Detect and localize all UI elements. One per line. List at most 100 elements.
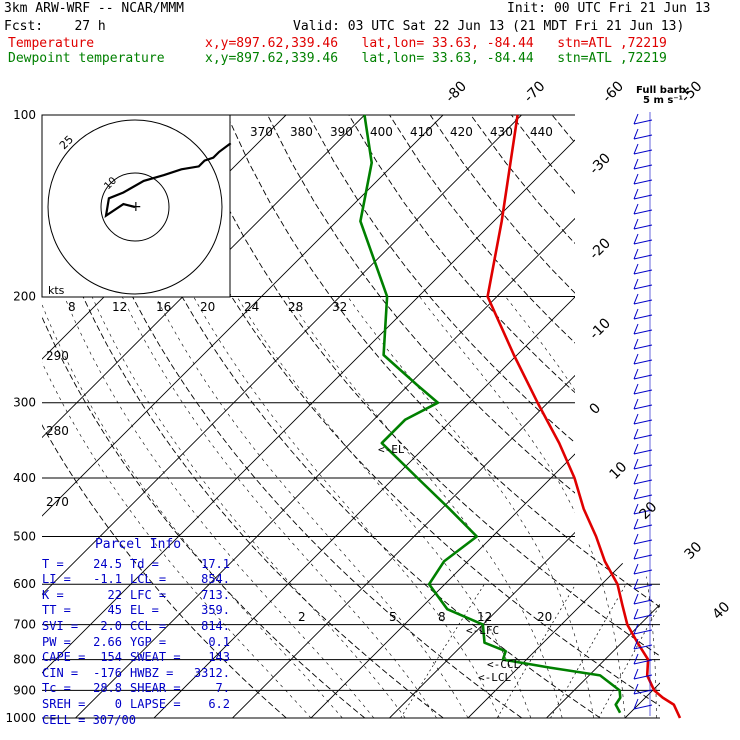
speed-tick-label: 24 xyxy=(244,300,259,314)
moist-adiabat-line xyxy=(121,296,437,718)
pressure-tick-label: 500 xyxy=(13,529,36,543)
theta-label: 370 xyxy=(250,125,273,139)
ccl-marker: <-CCL xyxy=(487,658,520,671)
parcel-left-value: 0 xyxy=(114,696,122,711)
speed-tick-label: 16 xyxy=(156,300,171,314)
parcel-right-value: 7. xyxy=(215,681,230,696)
pressure-tick-label: 900 xyxy=(13,683,36,697)
temperature-legend: Temperature xyxy=(8,36,95,51)
parcel-left-value: 28.8 xyxy=(93,681,122,696)
dry-adiabat-line xyxy=(674,115,740,718)
hodograph-trace xyxy=(104,142,232,219)
parcel-row: CAPE = 154 SWEAT = 143 xyxy=(42,650,234,666)
wind-barb xyxy=(633,413,653,425)
wind-barb xyxy=(633,533,653,545)
parcel-right-value: 0.1 xyxy=(208,634,230,649)
wind-barb xyxy=(633,368,653,380)
moist-adiabat-line xyxy=(155,296,469,718)
dewpoint-location: x,y=897.62,339.46 lat,lon= 33.63, -84.44… xyxy=(205,51,667,66)
parcel-left-value: 24.5 xyxy=(93,556,122,571)
parcel-row: SREH = 0 LAPSE = 6.2 xyxy=(42,697,234,713)
parcel-info-title: Parcel Info xyxy=(94,537,182,552)
dry-adiabat-line xyxy=(145,115,660,718)
wind-barb xyxy=(633,293,653,305)
moist-adiabat-line xyxy=(42,296,343,718)
parcel-left-key: T = xyxy=(42,556,64,571)
isotherm-line xyxy=(546,115,660,718)
parcel-right-key: SWEAT = xyxy=(130,650,181,665)
wind-barb xyxy=(633,218,653,230)
parcel-right-value: 854. xyxy=(201,572,230,587)
parcel-right-key: CCL = xyxy=(130,618,167,633)
isotherm-line xyxy=(42,115,444,718)
parcel-left-key: SVI = xyxy=(42,618,79,633)
isotherm-label: 20 xyxy=(637,499,661,523)
pressure-tick-label: 200 xyxy=(13,290,36,304)
parcel-right-key: HWBZ = xyxy=(130,665,174,680)
barb-legend-unit: 5 m s⁻¹ xyxy=(643,95,683,106)
isotherm-line xyxy=(624,115,660,718)
pressure-tick-label: 1000 xyxy=(5,711,36,725)
dry-adiabat-line xyxy=(551,115,660,718)
parcel-row: K = 22 LFC = 713. xyxy=(42,588,234,604)
forecast-hour: Fcst: 27 h xyxy=(4,19,106,34)
theta-label: 380 xyxy=(290,125,313,139)
dry-adiabat-line xyxy=(348,115,660,718)
mixing-ratio-line xyxy=(496,584,576,718)
dry-adiabat-line xyxy=(470,115,660,718)
theta-label: 390 xyxy=(330,125,353,139)
dry-adiabat-line xyxy=(42,115,287,718)
wind-barb xyxy=(633,458,653,470)
parcel-right-key: SHEAR = xyxy=(130,681,181,696)
init-time: Init: 00 UTC Fri 21 Jun 13 xyxy=(507,1,711,16)
lfc-marker: <-LFC xyxy=(466,624,499,637)
parcel-left-value: -1.1 xyxy=(93,572,122,587)
mixing-ratio-label: 12 xyxy=(477,610,492,624)
isotherm-label: 40 xyxy=(710,599,734,623)
theta-label: 440 xyxy=(530,125,553,139)
dry-adiabat-line xyxy=(42,115,444,718)
theta-label: 430 xyxy=(490,125,513,139)
valid-time: Valid: 03 UTC Sat 22 Jun 13 (21 MDT Fri … xyxy=(293,19,685,34)
isotherm-line xyxy=(42,115,522,718)
parcel-row: LI = -1.1 LCL = 854. xyxy=(42,572,234,588)
parcel-left-value: 154 xyxy=(100,650,122,665)
isotherm-line xyxy=(42,115,365,718)
isotherm-label: 30 xyxy=(682,539,706,563)
parcel-row: SVI = 2.0 CCL = 814. xyxy=(42,619,234,635)
dry-adiabat-label: 290 xyxy=(46,349,69,363)
wind-barb xyxy=(633,263,653,275)
parcel-left-key: SREH = xyxy=(42,696,86,711)
moist-adiabat-line xyxy=(703,297,736,719)
wind-barb xyxy=(633,683,653,695)
parcel-right-key: LAPSE = xyxy=(130,696,181,711)
dry-adiabat-line xyxy=(104,115,601,718)
parcel-left-key: LI = xyxy=(42,572,71,587)
isotherm-label: -10 xyxy=(587,315,614,342)
parcel-right-key: LFC = xyxy=(130,587,167,602)
parcel-left-key: K = xyxy=(42,587,64,602)
speed-tick-label: 12 xyxy=(112,300,127,314)
mixing-ratio-label: 2 xyxy=(298,610,306,624)
dewpoint-legend: Dewpoint temperature xyxy=(8,51,165,66)
isotherm-line xyxy=(232,115,660,718)
wind-barb xyxy=(633,338,653,350)
dry-adiabat-label: 280 xyxy=(46,424,69,438)
wind-barb xyxy=(633,173,653,185)
wind-barb xyxy=(633,143,653,155)
parcel-right-value: 17.1 xyxy=(201,556,230,571)
barb-legend-title: Full barb: xyxy=(636,85,690,96)
dry-adiabat-line xyxy=(226,115,660,718)
wind-barb xyxy=(633,518,653,530)
dry-adiabat-line xyxy=(715,115,740,718)
pressure-tick-label: 400 xyxy=(13,471,36,485)
speed-tick-label: 28 xyxy=(288,300,303,314)
theta-label: 410 xyxy=(410,125,433,139)
parcel-row: CIN = -176 HWBZ = 3312. xyxy=(42,666,234,682)
moist-adiabat-line xyxy=(505,296,657,718)
wind-barbs xyxy=(633,112,653,716)
el-marker: <-EL xyxy=(378,443,405,456)
dry-adiabat-line xyxy=(185,115,660,718)
isotherm-label: -70 xyxy=(521,78,548,105)
